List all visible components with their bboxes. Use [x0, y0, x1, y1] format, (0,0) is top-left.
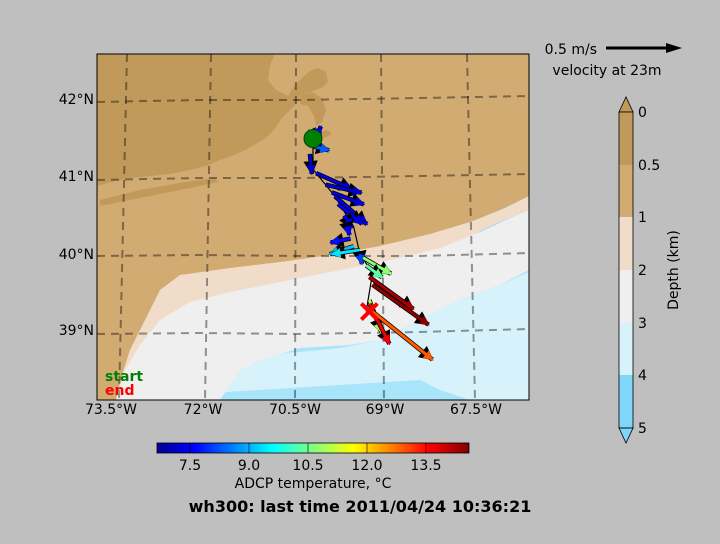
- temperature-colorbar: 7.5 9.0 10.5 12.0 13.5 ADCP temperature,…: [156, 442, 470, 492]
- velocity-vector-shaft: [329, 236, 351, 246]
- map-frame: [96, 53, 530, 401]
- velocity-vector-shaft: [368, 275, 415, 311]
- end-marker: [359, 302, 379, 321]
- velocity-vector-shaft: [342, 225, 352, 236]
- temp-colorbar-label: ADCP temperature, °C: [235, 476, 392, 492]
- lon-tick-label: 70.5°W: [269, 402, 321, 418]
- depth-colorbar-frame: [618, 111, 634, 429]
- lon-tick-label: 67.5°W: [450, 402, 502, 418]
- temp-tick-label: 7.5: [179, 458, 201, 474]
- lat-tick-label: 39°N: [59, 323, 94, 339]
- depth-band: [619, 270, 633, 323]
- lon-tick-label: 69°W: [366, 402, 405, 418]
- depth-colorbar-top-extension: [618, 96, 634, 113]
- velocity-vector-shaft: [365, 264, 384, 279]
- depth-tick-label: 0: [638, 105, 647, 121]
- depth-band: [619, 375, 633, 428]
- depth-band: [619, 323, 633, 375]
- depth-band: [619, 112, 633, 165]
- velocity-vector-shaft: [325, 183, 363, 196]
- velocity-vector: [352, 249, 367, 266]
- depth-colorbar-bottom-extension: [618, 427, 634, 444]
- velocity-vector-shaft: [371, 283, 430, 326]
- velocity-key-depth: velocity at 23m: [552, 63, 661, 79]
- lon-tick-label: 72°W: [184, 402, 223, 418]
- start-marker: [303, 129, 323, 149]
- velocity-vector: [371, 309, 434, 362]
- depth-2km-region: [97, 210, 529, 400]
- depth-tick-label: 3: [638, 316, 647, 332]
- depth-tick-label: 1: [638, 210, 647, 226]
- velocity-vector-shaft: [371, 310, 434, 361]
- end-legend-label: end: [105, 383, 134, 399]
- velocity-vector-shaft: [306, 153, 316, 175]
- figure-title: wh300: last time 2011/04/24 10:36:21: [189, 497, 532, 516]
- lat-tick-label: 42°N: [59, 92, 94, 108]
- velocity-vector: [329, 232, 352, 248]
- temp-tick-label: 13.5: [410, 458, 441, 474]
- depth-1km-region: [97, 196, 529, 400]
- depth-colorbar-label: Depth (km): [666, 230, 682, 310]
- lat-tick-label: 41°N: [59, 169, 94, 185]
- temp-tick-label: 12.0: [351, 458, 382, 474]
- velocity-vector-shaft: [355, 253, 365, 265]
- velocity-vector: [330, 190, 366, 207]
- start-legend-label: start: [105, 369, 143, 385]
- velocity-vector: [371, 282, 430, 327]
- depth-tick-label: 5: [638, 421, 647, 437]
- velocity-vector: [368, 275, 415, 311]
- graticule: [97, 54, 529, 400]
- velocity-key-speed: 0.5 m/s: [545, 42, 597, 58]
- velocity-vector: [364, 263, 384, 280]
- velocity-key-arrowhead: [666, 43, 682, 53]
- lon-tick-label: 73.5°W: [85, 402, 137, 418]
- velocity-vector-shaft: [331, 190, 365, 206]
- temp-tick-label: 9.0: [238, 458, 260, 474]
- velocity-vector: [315, 171, 354, 192]
- velocity-vector: [325, 182, 363, 197]
- map-panel: [97, 54, 529, 400]
- depth-tick-label: 0.5: [638, 158, 660, 174]
- depth-band: [619, 217, 633, 270]
- lat-tick-label: 40°N: [59, 247, 94, 263]
- cape-cod: [300, 92, 326, 126]
- velocity-vector-shaft: [315, 171, 354, 191]
- depth-band: [619, 165, 633, 217]
- depth-tick-label: 4: [638, 368, 647, 384]
- velocity-vector: [339, 220, 354, 237]
- temp-tick-label: 10.5: [292, 458, 323, 474]
- depth-colorbar: 0 0.5 1 2 3 4 5 Depth (km): [618, 96, 682, 444]
- long-island: [100, 178, 218, 206]
- temperature-colorbar-bar: [156, 442, 470, 454]
- land: [97, 54, 328, 186]
- start-end-markers-layer: [303, 129, 379, 321]
- depth-tick-label: 2: [638, 263, 647, 279]
- velocity-vector: [303, 153, 318, 176]
